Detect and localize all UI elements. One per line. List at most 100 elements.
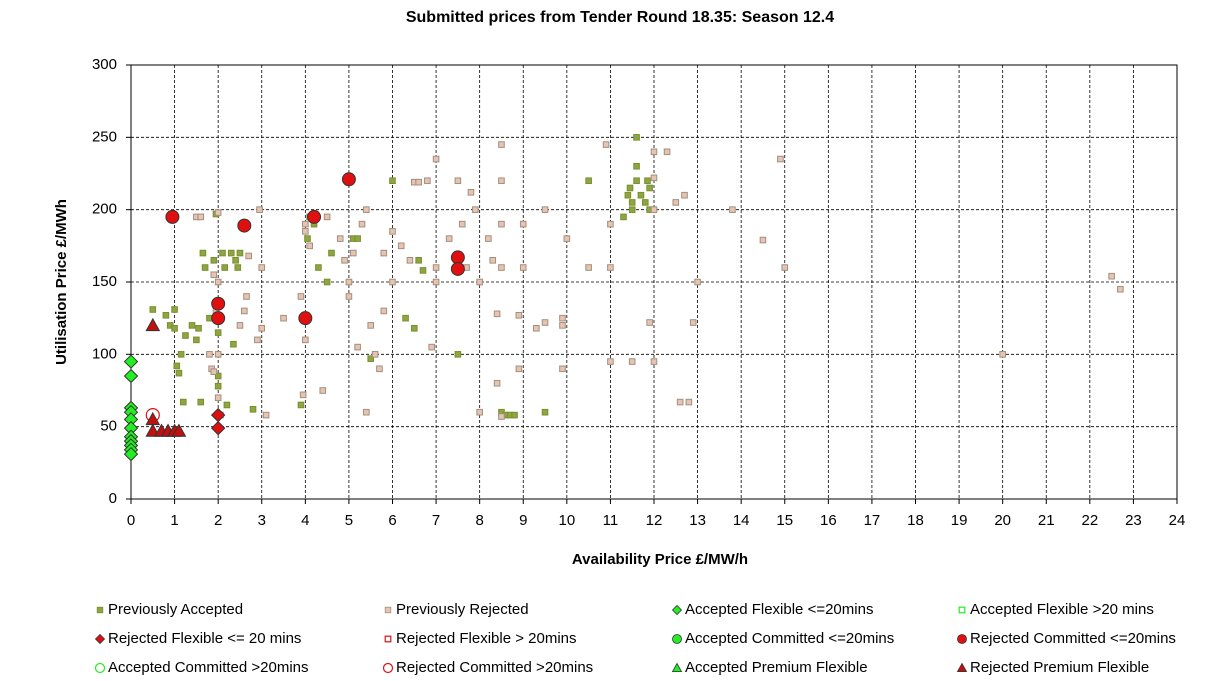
x-axis-title: Availability Price £/MW/h xyxy=(572,551,748,568)
data-point xyxy=(214,351,222,358)
x-tick-label: 6 xyxy=(388,512,396,529)
data-point xyxy=(245,252,252,260)
legend-marker xyxy=(384,635,392,643)
data-point xyxy=(123,446,139,462)
data-point xyxy=(519,264,527,271)
data-point xyxy=(363,408,370,416)
data-point xyxy=(511,411,518,419)
data-point xyxy=(145,317,161,332)
data-point xyxy=(299,391,307,399)
data-point xyxy=(258,264,266,271)
data-point xyxy=(650,148,658,156)
legend-marker xyxy=(671,662,683,672)
legend-marker xyxy=(671,604,683,616)
data-point xyxy=(424,177,431,185)
data-point xyxy=(236,249,244,257)
legend-label: Previously Rejected xyxy=(396,601,529,618)
x-tick-label: 22 xyxy=(1081,512,1098,529)
data-point xyxy=(1117,285,1124,293)
data-point xyxy=(210,368,218,375)
y-tick-label: 50 xyxy=(100,418,117,435)
data-point xyxy=(298,311,313,326)
data-point xyxy=(302,220,309,228)
data-point xyxy=(201,264,209,271)
data-point xyxy=(602,141,610,148)
x-tick-label: 13 xyxy=(689,512,706,529)
plot-frame xyxy=(130,64,1178,500)
data-point xyxy=(467,189,475,196)
data-point xyxy=(354,235,361,242)
data-point xyxy=(341,257,348,264)
x-tick-label: 14 xyxy=(733,512,750,529)
x-tick-label: 24 xyxy=(1169,512,1186,529)
x-tick-label: 1 xyxy=(170,512,178,529)
data-point xyxy=(559,314,566,322)
x-tick-label: 15 xyxy=(776,512,793,529)
data-point xyxy=(493,310,501,318)
data-point xyxy=(458,220,466,228)
data-point xyxy=(450,261,465,276)
data-point xyxy=(624,191,632,199)
data-point xyxy=(175,369,183,377)
data-point xyxy=(476,408,483,416)
data-point xyxy=(162,311,170,319)
x-tick-label: 23 xyxy=(1125,512,1142,529)
data-point xyxy=(302,228,309,235)
y-tick-label: 300 xyxy=(92,56,117,73)
legend-label: Rejected Flexible <= 20 mins xyxy=(108,630,301,647)
x-tick-label: 8 xyxy=(475,512,483,529)
data-point xyxy=(397,242,405,250)
data-point xyxy=(620,213,627,221)
data-point xyxy=(415,178,422,186)
legend-marker xyxy=(672,634,682,644)
data-point xyxy=(498,220,505,228)
data-point xyxy=(197,213,205,221)
data-point xyxy=(297,401,305,409)
data-point xyxy=(180,398,187,406)
data-point xyxy=(123,354,139,369)
legend-label: Accepted Committed <=20mins xyxy=(685,630,894,647)
data-point xyxy=(1108,272,1115,280)
data-point xyxy=(585,264,592,271)
legend-marker xyxy=(382,662,394,674)
data-point xyxy=(123,368,139,384)
legend-label: Previously Accepted xyxy=(108,601,243,618)
data-point xyxy=(432,155,440,163)
data-point xyxy=(349,249,357,257)
data-point xyxy=(323,278,331,286)
data-point xyxy=(210,420,226,436)
data-point xyxy=(646,319,653,326)
data-point xyxy=(541,408,549,416)
data-point xyxy=(729,206,736,213)
data-point xyxy=(454,351,462,358)
legend-marker xyxy=(956,662,968,672)
data-point xyxy=(633,177,640,185)
data-point xyxy=(199,249,207,257)
data-point xyxy=(389,228,396,235)
data-point xyxy=(214,278,222,286)
x-tick-label: 7 xyxy=(432,512,440,529)
x-tick-label: 16 xyxy=(820,512,837,529)
data-point xyxy=(280,314,287,322)
data-point xyxy=(262,411,270,419)
data-point xyxy=(626,184,634,192)
data-point xyxy=(315,264,322,271)
x-tick-label: 18 xyxy=(907,512,924,529)
data-point xyxy=(173,362,181,370)
data-point xyxy=(559,365,566,373)
legend-label: Rejected Premium Flexible xyxy=(970,659,1149,676)
data-point xyxy=(999,351,1006,358)
data-point xyxy=(633,134,640,141)
data-point xyxy=(336,235,344,242)
data-point xyxy=(633,162,640,170)
data-point xyxy=(214,382,222,390)
data-point xyxy=(476,278,483,286)
data-point xyxy=(211,296,226,311)
y-tick-label: 100 xyxy=(92,345,117,362)
legend-label: Rejected Flexible > 20mins xyxy=(396,630,577,647)
data-point xyxy=(258,324,266,332)
data-point xyxy=(781,264,789,271)
data-point xyxy=(419,267,427,274)
data-point xyxy=(236,322,244,329)
data-point xyxy=(376,365,383,373)
